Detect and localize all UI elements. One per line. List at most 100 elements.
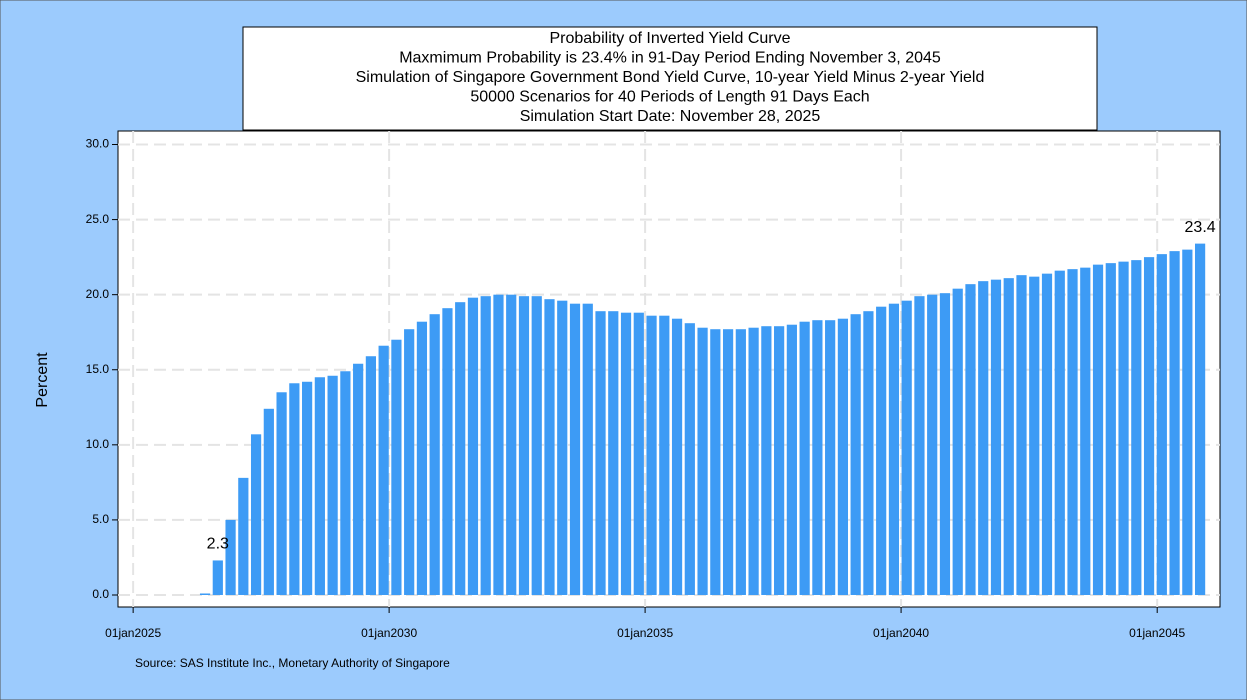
bar <box>671 318 683 595</box>
y-tick-label: 0.0 <box>92 587 109 601</box>
bar <box>1131 260 1142 595</box>
bar <box>442 308 453 595</box>
chart-title: Maxmimum Probability is 23.4% in 91-Day … <box>399 50 941 67</box>
bar <box>633 312 644 595</box>
bar <box>480 296 491 595</box>
bar <box>825 320 836 595</box>
bar <box>786 324 797 595</box>
bar <box>1041 273 1053 595</box>
bar <box>1067 269 1078 595</box>
bar <box>620 312 632 595</box>
bar <box>467 297 479 595</box>
bar <box>1092 264 1104 595</box>
y-tick-label: 25.0 <box>86 212 110 226</box>
y-tick-label: 5.0 <box>92 512 109 526</box>
x-tick-label: 01jan2025 <box>105 626 161 640</box>
bar <box>225 519 236 595</box>
bar <box>199 593 211 595</box>
bar <box>1169 251 1180 595</box>
bar <box>1016 275 1027 595</box>
bar <box>238 477 249 595</box>
bar <box>506 294 517 595</box>
bar <box>1143 257 1155 595</box>
bar <box>263 408 274 595</box>
y-tick-label: 20.0 <box>86 287 110 301</box>
bar <box>990 279 1002 595</box>
bar <box>646 315 657 595</box>
bar <box>455 302 466 595</box>
bar <box>1054 270 1065 595</box>
x-tick-label: 01jan2045 <box>1129 626 1185 640</box>
bar <box>1194 243 1206 595</box>
bar <box>302 381 313 595</box>
bar <box>518 296 530 595</box>
bar <box>416 321 428 595</box>
bar <box>710 329 721 595</box>
bar <box>212 560 223 595</box>
y-tick-label: 30.0 <box>86 137 110 151</box>
bar <box>939 293 951 595</box>
bar <box>569 303 581 595</box>
chart-title: Simulation of Singapore Government Bond … <box>356 69 985 86</box>
bar <box>774 326 785 595</box>
bar <box>1156 254 1167 595</box>
footnote: Source: SAS Institute Inc., Monetary Aut… <box>135 656 450 670</box>
bar <box>493 294 504 595</box>
bar <box>404 329 415 595</box>
bar <box>314 377 325 595</box>
bar <box>608 311 619 595</box>
bar <box>697 327 708 595</box>
bar <box>353 363 364 595</box>
bar <box>365 356 376 595</box>
bar <box>1182 249 1193 595</box>
bar <box>850 314 861 595</box>
bar <box>901 300 912 595</box>
bar <box>327 375 338 595</box>
title-box <box>242 26 1098 131</box>
chart-title: Simulation Start Date: November 28, 2025 <box>520 108 821 125</box>
bar <box>391 339 402 595</box>
bar <box>1029 276 1040 595</box>
bar <box>748 327 759 595</box>
bar <box>289 383 300 595</box>
bar <box>1105 263 1116 595</box>
x-tick-label: 01jan2040 <box>873 626 929 640</box>
bar <box>544 299 555 595</box>
data-label: 2.3 <box>207 536 229 553</box>
bar <box>378 345 389 595</box>
bar <box>965 284 976 595</box>
bar <box>952 288 963 595</box>
chart-title: 50000 Scenarios for 40 Periods of Length… <box>470 89 869 106</box>
bar <box>914 296 925 595</box>
bar <box>978 281 989 595</box>
bar <box>863 311 874 595</box>
bar <box>582 303 593 595</box>
y-tick-label: 10.0 <box>86 437 110 451</box>
bar <box>837 318 849 595</box>
bar <box>531 296 542 595</box>
y-tick-label: 15.0 <box>86 362 110 376</box>
bar <box>812 320 823 595</box>
bar <box>429 314 440 595</box>
bar <box>761 326 772 595</box>
bar <box>888 303 900 595</box>
bar <box>799 321 810 595</box>
bar <box>722 329 734 595</box>
bar <box>659 315 670 595</box>
bar <box>557 300 568 595</box>
bar <box>684 323 695 595</box>
y-axis-label: Percent <box>34 352 51 408</box>
bar <box>340 371 351 595</box>
bar <box>250 434 262 595</box>
data-label: 23.4 <box>1185 219 1216 236</box>
chart-title: Probability of Inverted Yield Curve <box>549 30 790 47</box>
x-tick-label: 01jan2035 <box>617 626 673 640</box>
bar <box>1080 267 1091 595</box>
bar <box>735 329 746 595</box>
bar <box>927 294 938 595</box>
bar <box>876 306 887 595</box>
bar <box>276 392 287 595</box>
x-tick-label: 01jan2030 <box>361 626 417 640</box>
bar <box>1118 261 1129 595</box>
